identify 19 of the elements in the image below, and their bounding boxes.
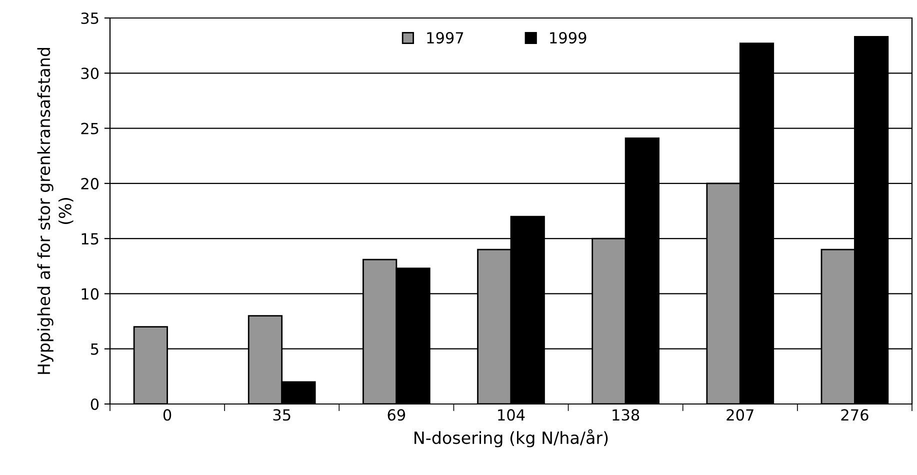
y-tick-label: 0 bbox=[90, 398, 99, 410]
y-axis-title: Hyppighed af for stor grenkransafstand (%) bbox=[37, 48, 74, 374]
x-tick-label: 0 bbox=[163, 409, 172, 421]
legend-label: 1999 bbox=[550, 32, 586, 44]
y-tick-label: 25 bbox=[81, 122, 98, 134]
x-tick-label: 276 bbox=[841, 409, 868, 421]
y-tick-label: 30 bbox=[81, 68, 99, 80]
y-tick-label: 5 bbox=[91, 344, 98, 355]
y-tick-label: 15 bbox=[82, 233, 98, 245]
y-tick-label: 35 bbox=[81, 12, 98, 24]
legend-label: 1997 bbox=[427, 32, 464, 44]
x-tick-label: 35 bbox=[273, 409, 290, 421]
y-tick-label: 20 bbox=[81, 178, 99, 190]
x-tick-label: 104 bbox=[498, 409, 525, 421]
x-tick-label: 69 bbox=[388, 409, 406, 421]
x-axis-title: N-dosering (kg N/ha/år) bbox=[414, 429, 608, 448]
y-tick-label: 10 bbox=[82, 288, 99, 300]
x-tick-label: 207 bbox=[726, 409, 754, 421]
x-tick-label: 138 bbox=[612, 409, 640, 421]
